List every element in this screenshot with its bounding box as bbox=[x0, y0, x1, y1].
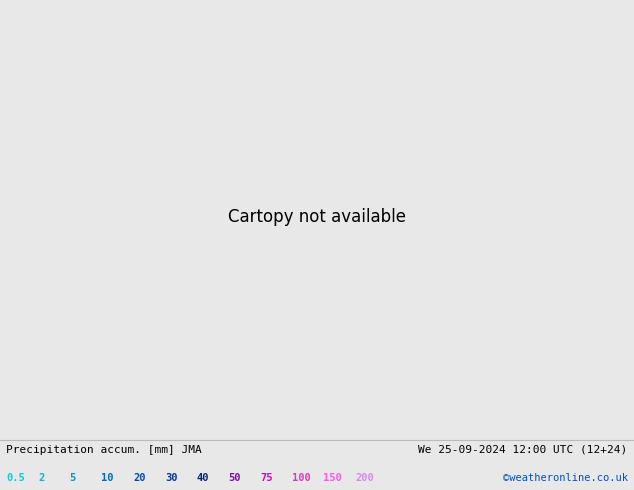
Text: 40: 40 bbox=[197, 472, 209, 483]
Text: We 25-09-2024 12:00 UTC (12+24): We 25-09-2024 12:00 UTC (12+24) bbox=[418, 445, 628, 455]
Text: 50: 50 bbox=[228, 472, 241, 483]
Text: 0.5: 0.5 bbox=[6, 472, 25, 483]
Text: 150: 150 bbox=[323, 472, 342, 483]
Text: 30: 30 bbox=[165, 472, 178, 483]
Text: 2: 2 bbox=[38, 472, 44, 483]
Text: 5: 5 bbox=[70, 472, 76, 483]
Text: Cartopy not available: Cartopy not available bbox=[228, 208, 406, 226]
Text: 20: 20 bbox=[133, 472, 146, 483]
Text: 75: 75 bbox=[260, 472, 273, 483]
Text: 200: 200 bbox=[355, 472, 374, 483]
Text: ©weatheronline.co.uk: ©weatheronline.co.uk bbox=[503, 472, 628, 483]
Text: 10: 10 bbox=[101, 472, 114, 483]
Text: 100: 100 bbox=[292, 472, 311, 483]
Text: Precipitation accum. [mm] JMA: Precipitation accum. [mm] JMA bbox=[6, 445, 202, 455]
